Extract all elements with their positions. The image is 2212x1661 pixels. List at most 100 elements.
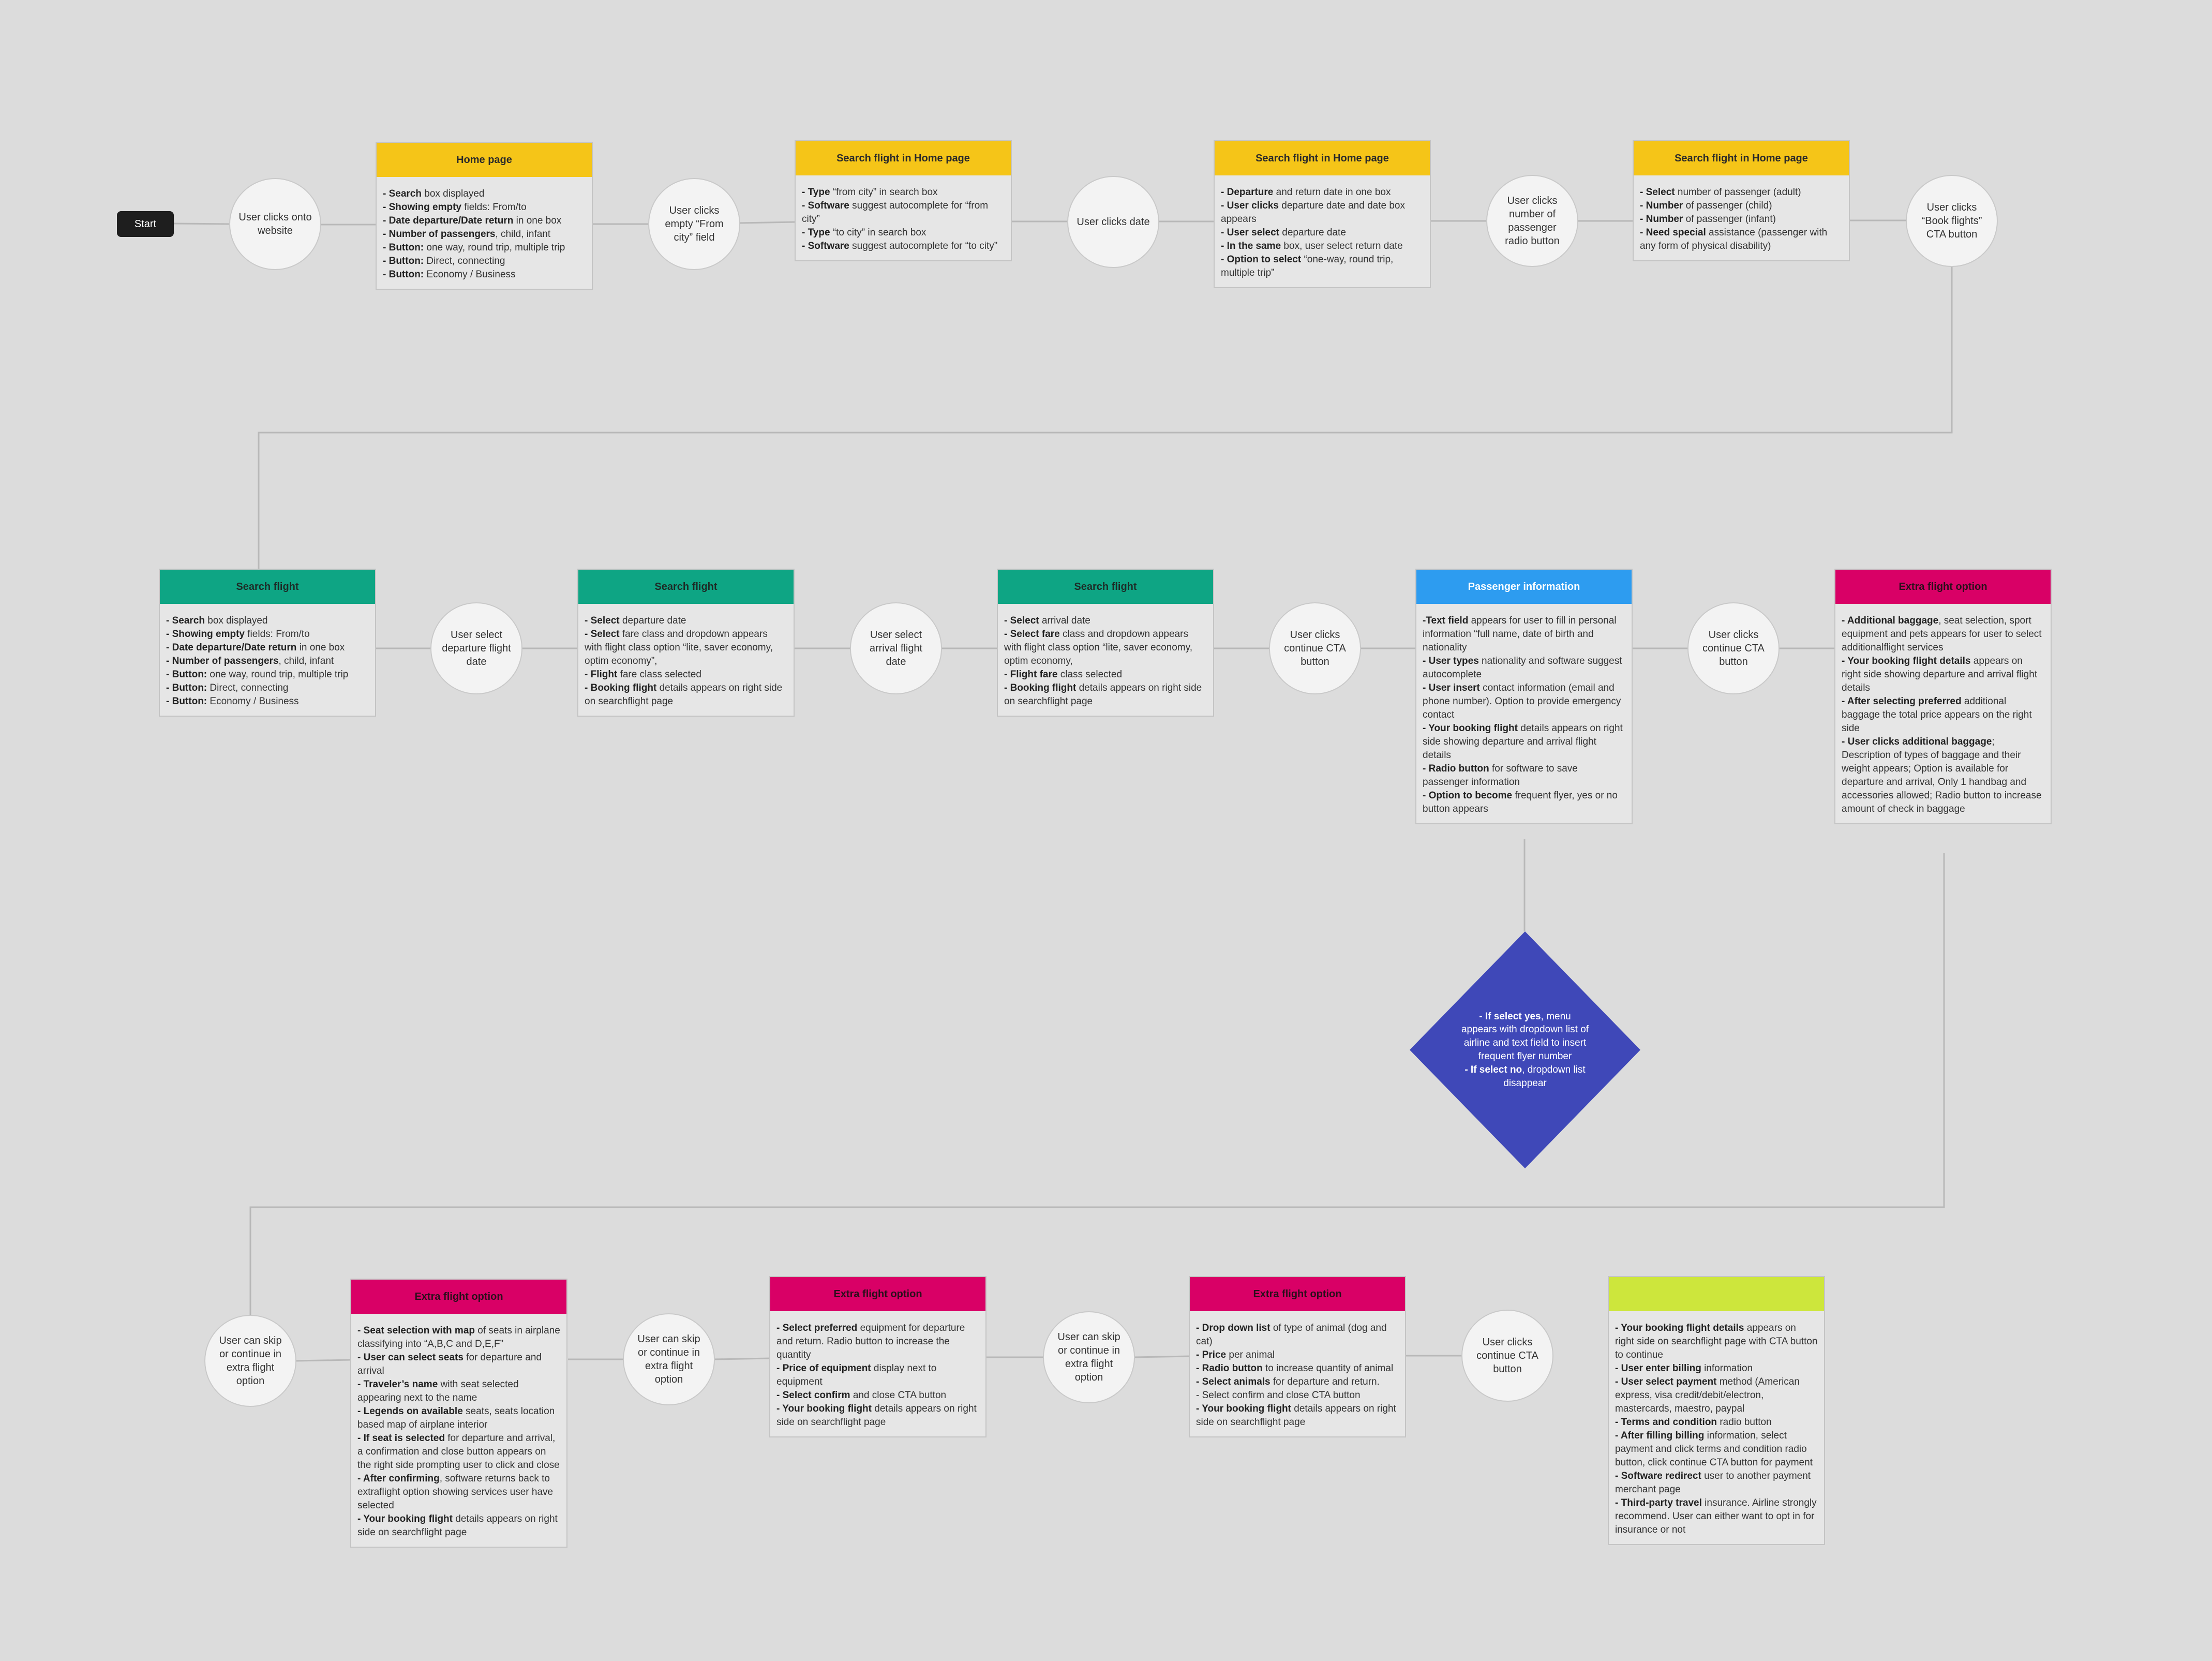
card-line-text: details appears on right side on searchf… xyxy=(1004,683,1202,707)
card-header xyxy=(1609,1277,1824,1311)
card-body: - Type “from city” in search box - Softwa… xyxy=(796,175,1011,260)
connector xyxy=(713,1357,771,1360)
card-line: - User clicks additional baggage; Descri… xyxy=(1842,735,2044,816)
step-card: Search flight in Home page - Departure a… xyxy=(1214,140,1431,289)
card-line: - Third-party travel insurance. Airline … xyxy=(1615,1496,1818,1537)
card-line-text: display next to equipment xyxy=(776,1363,937,1388)
card-line-lead: - Seat selection with map xyxy=(357,1325,475,1336)
card-line-lead: - Legends on available xyxy=(357,1406,463,1417)
connector xyxy=(739,221,796,224)
card-line: - Your booking flight details appears on… xyxy=(1615,1322,1818,1362)
step-circle-text: User clicks date xyxy=(1077,216,1150,228)
card-line-text: class selected xyxy=(1057,669,1123,680)
card-title: Extra flight option xyxy=(833,1288,922,1300)
card-title: Search flight in Home page xyxy=(1675,152,1808,164)
card-line: - Button: one way, round trip, multiple … xyxy=(166,668,369,681)
card-line: - After filling billing information, sel… xyxy=(1615,1429,1818,1470)
card-line-lead: - Number xyxy=(1640,214,1683,225)
diamond-no-label: - If select no xyxy=(1464,1064,1522,1075)
connector xyxy=(1133,1355,1190,1358)
step-circle-text: User can skip or continue in extra fligh… xyxy=(219,1335,282,1387)
step-card: - Your booking flight details appears on… xyxy=(1608,1276,1825,1546)
card-line: - Select animals for departure and retur… xyxy=(1196,1375,1399,1389)
diamond-yes-label: - If select yes xyxy=(1479,1011,1541,1022)
card-line-text: and return date in one box xyxy=(1273,187,1391,198)
card-title: Search flight in Home page xyxy=(1256,152,1389,164)
diamond-no-text: , dropdown list disappear xyxy=(1503,1064,1586,1089)
card-line: - Date departure/Date return in one box xyxy=(383,214,586,228)
diamond-text: - If select yes, menu appears with dropd… xyxy=(1460,993,1590,1106)
card-line-text: box, user select return date xyxy=(1281,241,1403,252)
card-line-lead: - Showing empty xyxy=(166,629,245,640)
card-line-lead: - Drop down list xyxy=(1196,1323,1271,1333)
card-header: Search flight xyxy=(998,570,1213,604)
card-line-text: ; Description of types of baggage and th… xyxy=(1842,736,2042,815)
card-line: - Select fare class and dropdown appears… xyxy=(1004,628,1207,668)
card-line-text: Direct, connecting xyxy=(424,256,505,267)
step-circle-text: User can skip or continue in extra fligh… xyxy=(1057,1331,1120,1383)
card-line: - Button: one way, round trip, multiple … xyxy=(383,241,586,255)
card-line-lead: - Select animals xyxy=(1196,1376,1271,1388)
card-line-lead: - Select xyxy=(1004,615,1039,626)
card-line-text: for software to save passenger informati… xyxy=(1423,763,1578,788)
card-line-lead: - Button: xyxy=(383,256,424,267)
card-line: - Number of passengers, child, infant xyxy=(166,655,369,668)
card-line-lead: - User select payment xyxy=(1615,1376,1717,1388)
card-line-text: box displayed xyxy=(204,615,268,626)
card-line-lead: - Button: xyxy=(166,683,207,694)
card-line: - User select payment method (American e… xyxy=(1615,1375,1818,1416)
card-line-text: appears on right side showing departure … xyxy=(1842,656,2038,694)
card-line-lead: - If seat is selected xyxy=(357,1433,445,1444)
step-circle: User clicks number of passenger radio bu… xyxy=(1486,175,1578,267)
card-line: - Number of passenger (infant) xyxy=(1640,213,1843,226)
step-circle-text: User clicks continue CTA button xyxy=(1476,1337,1538,1375)
step-card: Extra flight option - Drop down list of … xyxy=(1189,1276,1406,1438)
card-title: Search flight in Home page xyxy=(836,152,970,164)
card-line: - Terms and condition radio button xyxy=(1615,1416,1818,1429)
card-line: - In the same box, user select return da… xyxy=(1221,240,1424,253)
card-line-lead: - Select confirm xyxy=(776,1390,850,1401)
card-title: Extra flight option xyxy=(414,1291,503,1302)
card-line-text: assistance (passenger with any form of p… xyxy=(1640,227,1828,252)
step-circle: User clicks continue CTA button xyxy=(1269,602,1361,694)
card-line-text: of passenger (child) xyxy=(1683,200,1772,212)
card-line-text: Direct, connecting xyxy=(207,683,289,694)
card-line-lead: - Radio button xyxy=(1196,1363,1263,1374)
step-circle: User clicks date xyxy=(1067,176,1159,268)
card-header: Extra flight option xyxy=(1835,570,2051,604)
card-line-lead: - Price of equipment xyxy=(776,1363,871,1374)
card-line-lead: - Your booking flight xyxy=(1196,1403,1291,1415)
card-line-text: with seat selected appearing next to the… xyxy=(357,1379,519,1404)
card-line: - Booking flight details appears on righ… xyxy=(585,681,787,708)
card-line-lead: - Number of passengers xyxy=(383,229,496,240)
card-line: - Button: Economy / Business xyxy=(383,268,586,281)
card-line: - Button: Direct, connecting xyxy=(166,681,369,695)
card-line-text: per animal xyxy=(1226,1349,1275,1361)
card-line-lead: - Select preferred xyxy=(776,1323,858,1333)
card-header: Extra flight option xyxy=(1190,1277,1405,1311)
step-circle-text: User clicks onto website xyxy=(238,212,312,236)
step-circle-text: User clicks “Book flights” CTA button xyxy=(1921,202,1982,240)
card-line-text: information, select payment and click te… xyxy=(1615,1430,1813,1469)
card-title: Home page xyxy=(456,154,512,166)
card-header: Search flight xyxy=(160,570,375,604)
card-line: - Your booking flight details appears on… xyxy=(357,1512,560,1539)
card-line-text: departure date xyxy=(1279,227,1346,239)
card-line-text: details appears on right side on searchf… xyxy=(1196,1403,1396,1428)
card-line-lead: - User types xyxy=(1423,656,1479,667)
card-title: Search flight xyxy=(1074,581,1137,592)
step-card: Passenger information -Text field appear… xyxy=(1415,569,1633,825)
card-line-lead: - Select xyxy=(1640,187,1675,198)
step-card: Extra flight option - Additional baggage… xyxy=(1834,569,2052,825)
card-title: Search flight xyxy=(654,581,718,592)
step-card: Search flight in Home page - Select numb… xyxy=(1633,140,1850,262)
card-line-text: appears for user to fill in personal inf… xyxy=(1423,615,1617,654)
card-line-text: seats, seats location based map of airpl… xyxy=(357,1406,555,1431)
card-line: - If seat is selected for departure and … xyxy=(357,1432,560,1472)
card-line-text: departure date xyxy=(619,615,686,626)
card-line-lead: - Search xyxy=(166,615,205,626)
step-circle-text: User select arrival flight date xyxy=(869,629,923,668)
card-line-text: details appears on right side showing de… xyxy=(1423,723,1623,761)
card-line: - Select arrival date xyxy=(1004,614,1207,628)
card-line-text: insurance. Airline strongly recommend. U… xyxy=(1615,1497,1817,1536)
